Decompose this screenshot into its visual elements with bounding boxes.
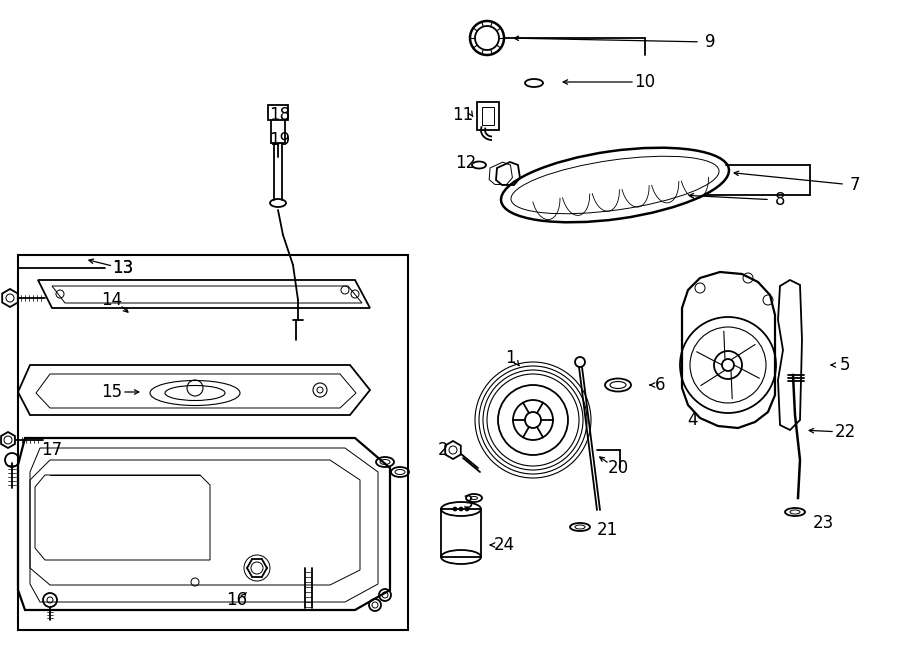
Bar [441,509,481,557]
Text: 7: 7 [850,176,860,194]
Text: 14: 14 [102,291,122,309]
Text: 6: 6 [655,376,665,394]
Text: 12: 12 [455,154,477,172]
Text: 5: 5 [840,356,850,374]
Text: 3: 3 [463,494,473,512]
Text: 24: 24 [493,536,515,554]
Text: 15: 15 [102,383,122,401]
Text: 10: 10 [634,73,655,91]
Text: 22: 22 [834,423,856,441]
Text: 21: 21 [597,521,617,539]
Bar [482,107,494,125]
Bar [268,105,288,120]
Text: 8: 8 [775,191,785,209]
Bar [477,102,499,130]
Text: 18: 18 [269,106,291,124]
Text: 19: 19 [269,131,291,149]
Text: 13: 13 [112,259,133,277]
Circle shape [459,507,463,511]
Bar [18,255,408,630]
Text: 2: 2 [437,441,448,459]
Text: 1: 1 [505,349,516,367]
Text: 20: 20 [608,459,628,477]
Text: 11: 11 [453,106,473,124]
Text: 16: 16 [227,591,248,609]
Text: 9: 9 [705,33,716,51]
Text: 4: 4 [687,411,698,429]
Bar [271,118,285,143]
Circle shape [465,507,469,511]
Text: 13: 13 [112,259,133,277]
Text: 23: 23 [813,514,833,532]
Circle shape [453,507,457,511]
Text: 17: 17 [41,441,63,459]
